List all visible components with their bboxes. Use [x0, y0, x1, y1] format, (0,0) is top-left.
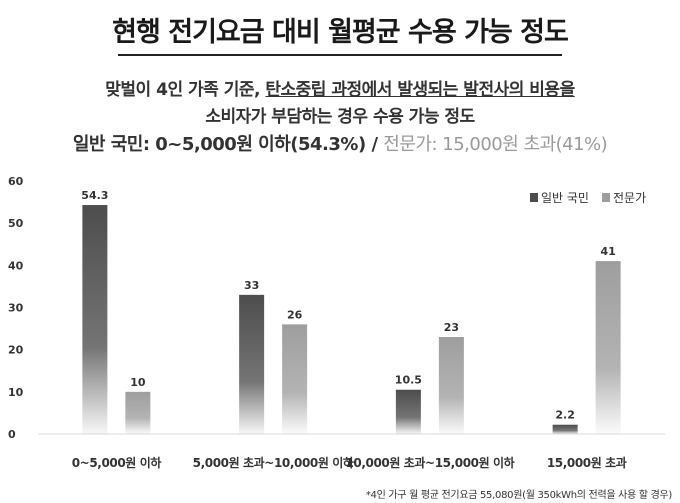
- legend-label-expert: 전문가: [613, 191, 646, 205]
- summary-public: 일반 국민: 0~5,000원 이하(54.3%): [72, 134, 366, 155]
- x-category-label: 15,000원 초과: [547, 455, 627, 470]
- summary-separator: /: [365, 134, 384, 155]
- x-category-label: 5,000원 초과~10,000원 이하: [193, 455, 354, 470]
- bar-expert: [125, 391, 151, 434]
- footnote: *4인 가구 월 평균 전기요금 55,080원(월 350kWh의 전력을 사…: [365, 490, 672, 501]
- bar-public: [395, 389, 421, 434]
- data-label-expert: 26: [287, 308, 303, 321]
- bar-expert: [595, 261, 621, 434]
- summary-line: 일반 국민: 0~5,000원 이하(54.3%) / 전문가: 15,000원…: [0, 130, 680, 156]
- summary-expert: 전문가: 15,000원 초과(41%): [383, 134, 608, 155]
- y-tick-label: 60: [8, 175, 24, 188]
- data-label-public: 10.5: [395, 374, 422, 387]
- y-tick-label: 10: [8, 386, 24, 399]
- subtitle-line-2: 소비자가 부담하는 경우 수용 가능 정도: [205, 107, 475, 127]
- data-label-public: 54.3: [81, 189, 108, 202]
- y-tick-label: 30: [8, 302, 24, 315]
- data-label-expert: 41: [600, 245, 615, 258]
- bar-expert: [282, 324, 308, 434]
- bar-expert: [438, 337, 464, 434]
- legend-swatch-public: [530, 193, 538, 202]
- data-label-expert: 10: [130, 376, 146, 389]
- y-tick-label: 40: [8, 259, 24, 272]
- y-tick-label: 0: [8, 428, 16, 441]
- bar-public: [239, 294, 265, 434]
- subtitle-line-1-prefix: 맞벌이 4인 가족 기준,: [105, 80, 266, 100]
- data-label-public: 2.2: [555, 409, 575, 422]
- x-category-label: 0~5,000원 이하: [72, 455, 162, 470]
- legend-swatch-expert: [602, 193, 610, 202]
- y-tick-label: 20: [8, 344, 24, 357]
- legend-label-public: 일반 국민: [541, 191, 589, 205]
- x-category-label: 10,000원 초과~15,000원 이하: [345, 455, 514, 470]
- bar-public: [552, 424, 578, 434]
- subtitle-line-1-underlined: 탄소중립 과정에서 발생되는 발전사의 비용을: [265, 80, 575, 100]
- data-label-public: 33: [244, 279, 259, 292]
- data-label-expert: 23: [444, 321, 459, 334]
- y-tick-label: 50: [8, 217, 24, 230]
- subtitle-line-1: 맞벌이 4인 가족 기준, 탄소중립 과정에서 발생되는 발전사의 비용을: [0, 75, 680, 100]
- title-underline: [118, 54, 562, 56]
- bar-public: [82, 205, 108, 434]
- chart-title: 현행 전기요금 대비 월평균 수용 가능 정도: [112, 17, 569, 48]
